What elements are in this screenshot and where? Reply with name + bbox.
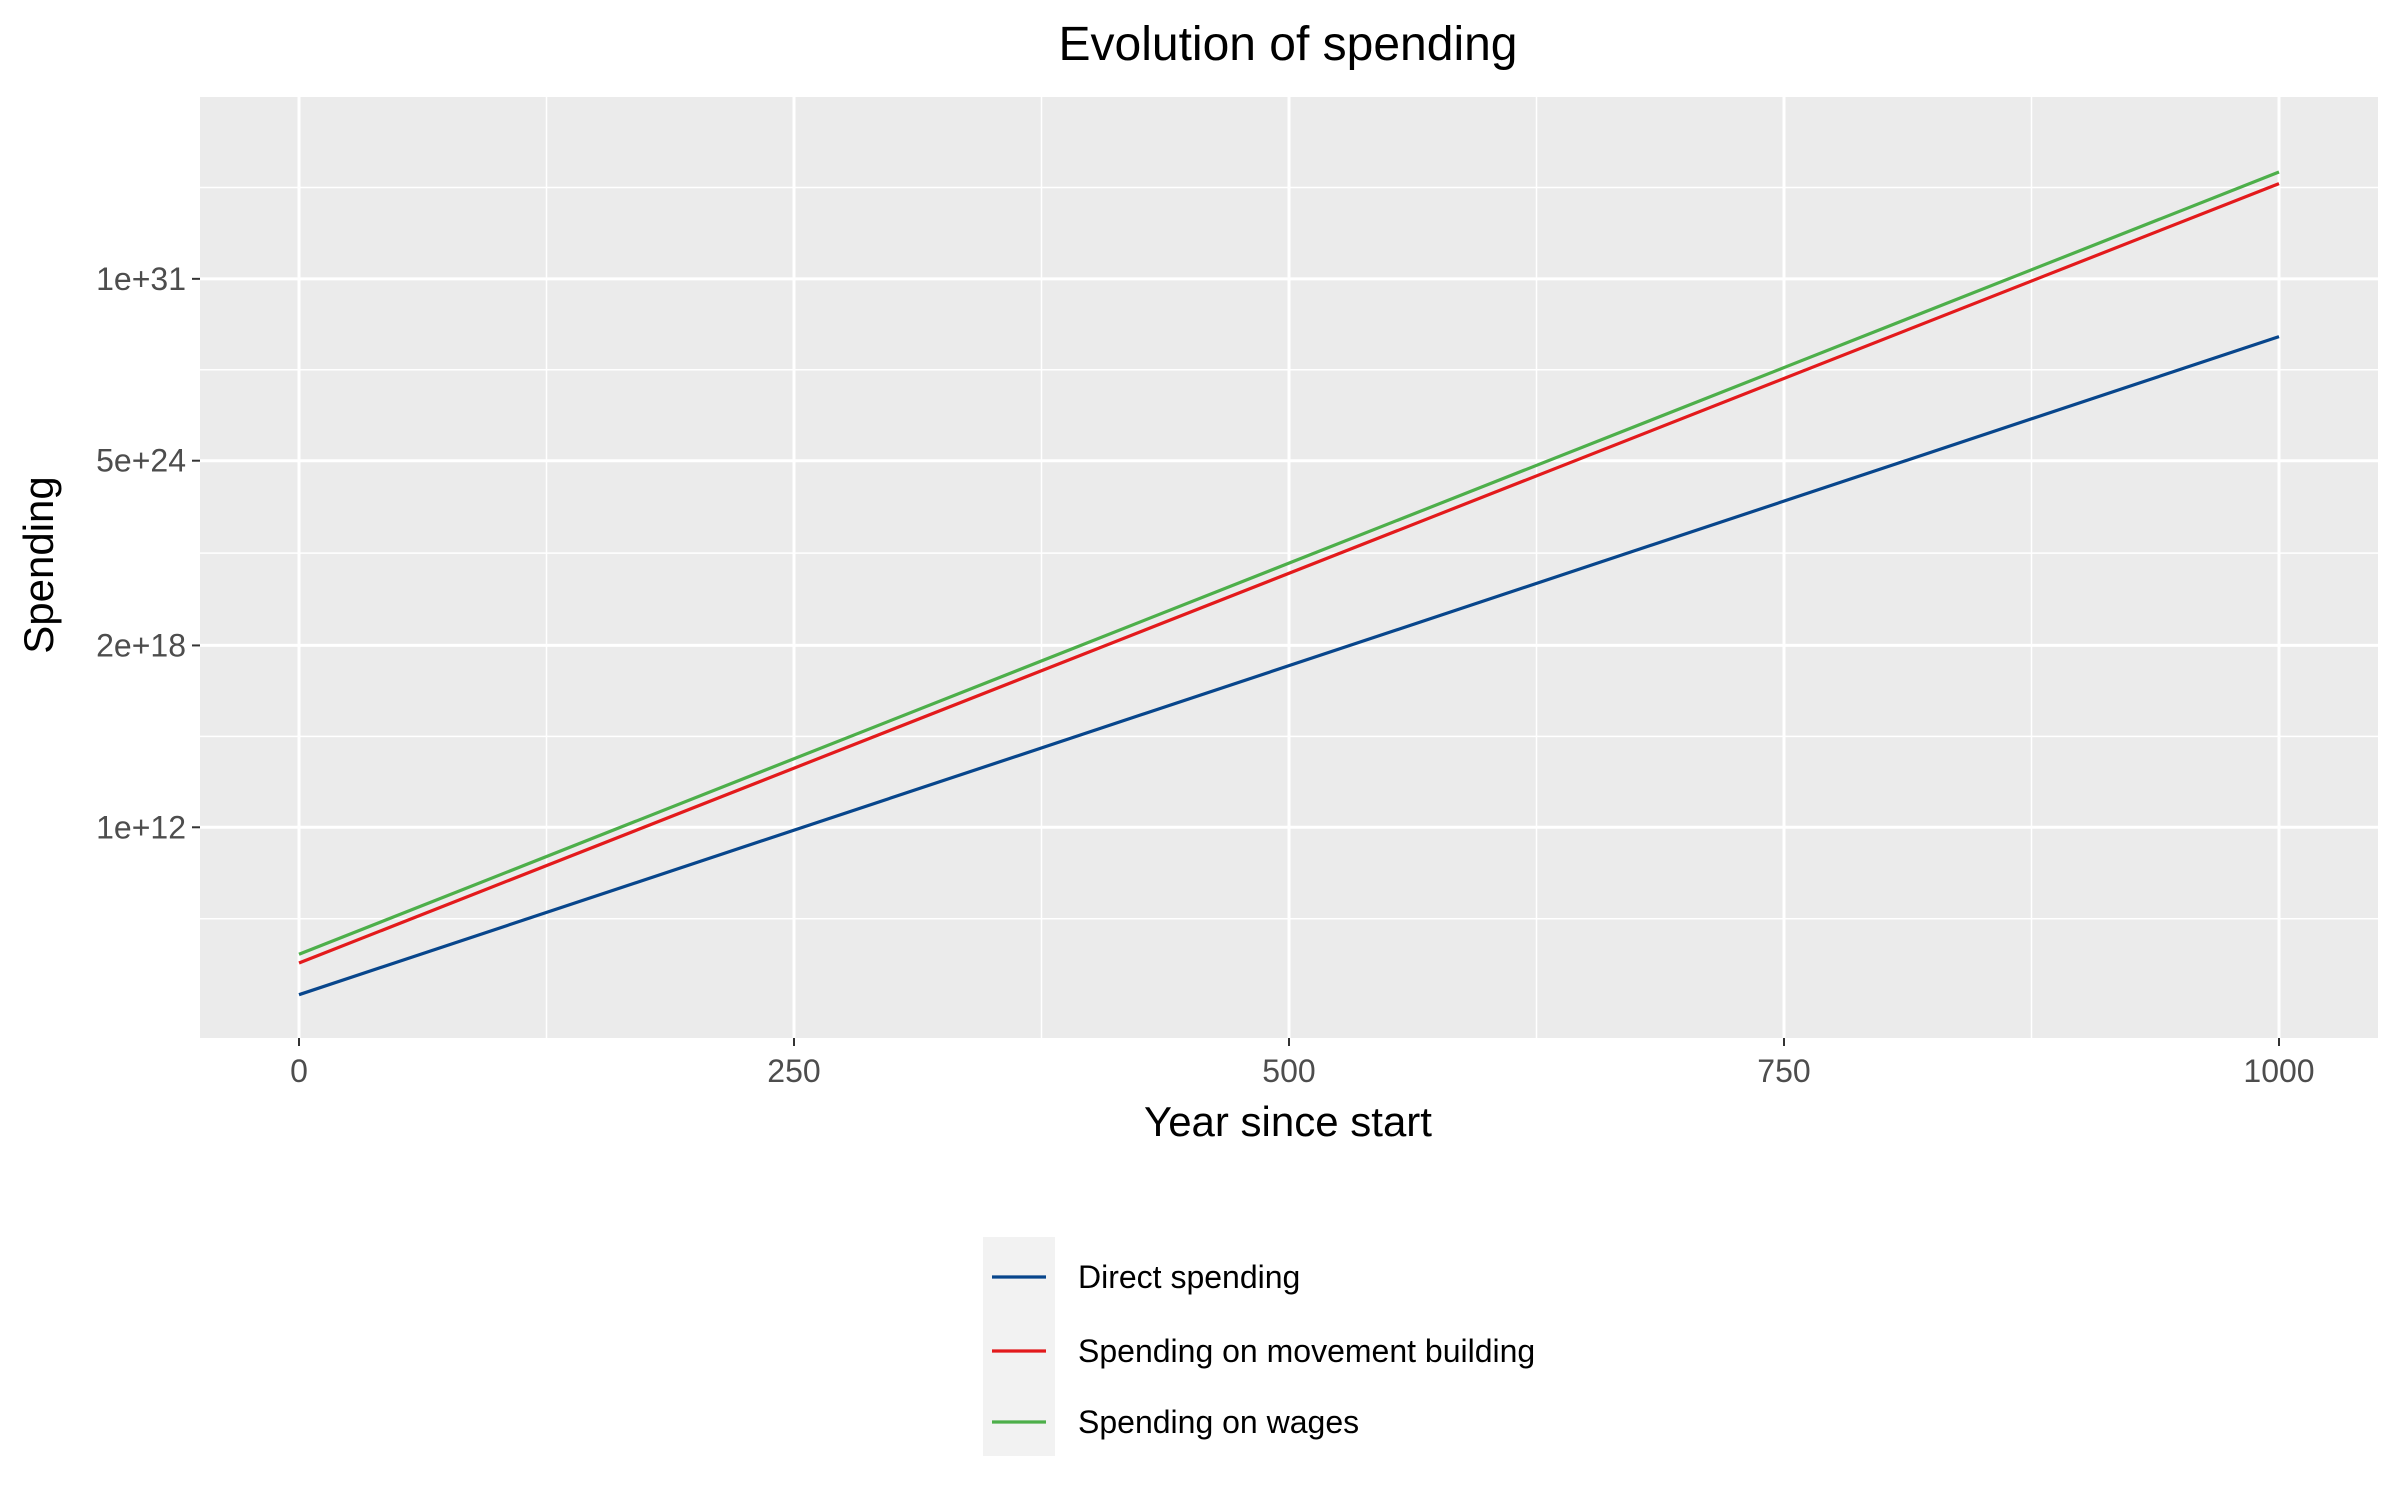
series-line-3 — [298, 170, 2280, 956]
x-tick-label: 750 — [1757, 1053, 1810, 1089]
x-tick-label: 0 — [290, 1053, 308, 1089]
x-axis-title: Year since start — [1144, 1098, 1432, 1145]
series-lines — [298, 170, 2280, 997]
y-tick-label: 1e+12 — [96, 809, 186, 845]
legend-label-2: Spending on movement building — [1078, 1333, 1535, 1369]
y-tick-label: 1e+31 — [96, 261, 186, 297]
y-tick-label: 2e+18 — [96, 627, 186, 663]
chart-title: Evolution of spending — [1059, 18, 1518, 71]
series-line-1 — [298, 335, 2280, 997]
x-axis: 0 250 500 750 1000 — [290, 1038, 2315, 1089]
series-line-2 — [298, 182, 2280, 965]
x-tick-label: 250 — [767, 1053, 820, 1089]
x-tick-label: 500 — [1262, 1053, 1315, 1089]
legend-background — [983, 1237, 1055, 1456]
x-tick-label: 1000 — [2243, 1053, 2314, 1089]
y-axis: 1e+12 2e+18 5e+24 1e+31 — [96, 261, 200, 845]
legend-label-3: Spending on wages — [1078, 1404, 1359, 1440]
legend-label-1: Direct spending — [1078, 1259, 1300, 1295]
grid-major — [200, 97, 2378, 1038]
y-tick-label: 5e+24 — [96, 443, 186, 479]
y-axis-title: Spending — [15, 476, 62, 654]
legend: Direct spending Spending on movement buil… — [983, 1237, 1535, 1456]
